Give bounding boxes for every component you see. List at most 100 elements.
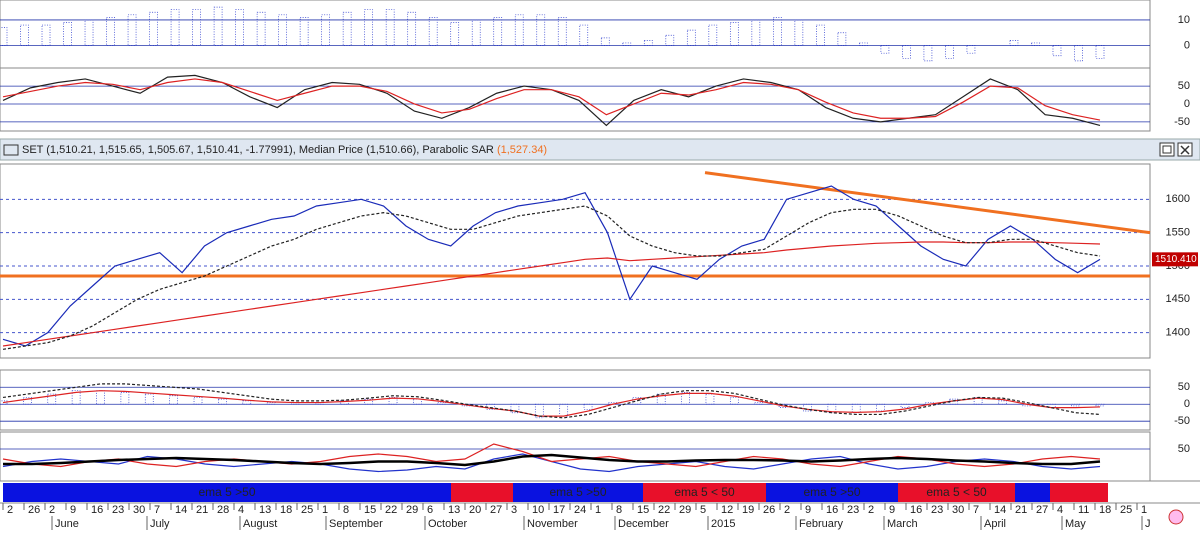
histogram-bar — [278, 14, 287, 46]
histogram-bar — [385, 9, 395, 46]
candle-icon — [3, 144, 19, 156]
panel-frame — [0, 163, 1151, 359]
x-day-label: 19 — [742, 504, 754, 516]
x-day-label: 22 — [658, 504, 670, 516]
x-month-label: February — [799, 518, 844, 530]
y-tick-label: 50 — [1178, 80, 1190, 92]
series-line — [2, 205, 1101, 350]
y-tick-label: 1450 — [1166, 293, 1190, 305]
histogram-bar — [579, 24, 589, 46]
histogram-bar — [778, 403, 788, 408]
x-day-label: 17 — [553, 504, 565, 516]
histogram-bar — [510, 403, 520, 414]
x-day-label: 8 — [616, 504, 622, 516]
panel-header — [0, 138, 1200, 161]
ema-band-label: ema 5 < 50 — [674, 485, 735, 499]
ema-band — [898, 483, 1015, 502]
x-day-label: 16 — [826, 504, 838, 516]
histogram-bar — [127, 14, 137, 46]
ema-band-label: ema 5 >50 — [803, 485, 860, 499]
x-month-label: 2015 — [711, 518, 735, 530]
x-day-label: 1 — [1141, 504, 1147, 516]
x-month-label: October — [428, 518, 467, 530]
x-day-label: 1 — [322, 504, 328, 516]
histogram-bar — [321, 14, 330, 46]
histogram-bar — [493, 17, 503, 46]
x-day-label: 23 — [847, 504, 859, 516]
histogram-bar — [729, 22, 739, 46]
close-icon — [1180, 145, 1190, 155]
histogram-bar — [41, 24, 51, 46]
histogram-bar — [450, 22, 460, 46]
y-tick-label: 1550 — [1166, 227, 1190, 239]
y-tick-label: 0 — [1184, 98, 1190, 110]
ema-band-label: ema 5 >50 — [549, 485, 606, 499]
x-day-label: 18 — [1099, 504, 1111, 516]
histogram-bar — [144, 393, 154, 405]
x-day-label: 26 — [28, 504, 40, 516]
x-day-label: 15 — [637, 504, 649, 516]
histogram-bar — [902, 45, 911, 59]
histogram-bar — [1009, 40, 1019, 46]
y-tick-label: 0 — [1184, 39, 1190, 51]
histogram-bar — [837, 32, 847, 46]
histogram-bar — [536, 14, 546, 46]
x-day-label: 12 — [721, 504, 733, 516]
x-day-label: 4 — [238, 504, 244, 516]
histogram-bar — [998, 400, 1007, 405]
trend-line — [704, 171, 1151, 235]
ema-band — [1015, 483, 1050, 502]
x-day-label: 14 — [175, 504, 187, 516]
x-month-label: May — [1065, 518, 1086, 530]
x-month-label: April — [984, 518, 1006, 530]
ema-band-label: ema 5 < 50 — [926, 485, 987, 499]
x-day-label: 9 — [805, 504, 811, 516]
x-day-label: 7 — [154, 504, 160, 516]
x-month-label: September — [329, 518, 383, 530]
x-day-label: 25 — [1120, 504, 1132, 516]
histogram-bar — [63, 22, 72, 46]
x-day-label: 15 — [364, 504, 376, 516]
histogram-bar — [213, 6, 223, 46]
histogram-bar — [486, 403, 495, 410]
x-day-label: 8 — [343, 504, 349, 516]
x-day-label: 24 — [574, 504, 586, 516]
histogram-bar — [794, 19, 804, 46]
histogram-bar — [428, 17, 438, 46]
x-day-label: 27 — [490, 504, 502, 516]
histogram-bar — [342, 11, 352, 46]
histogram-bar — [923, 45, 933, 62]
ema-band — [1050, 483, 1108, 502]
histogram-bar — [169, 395, 178, 405]
x-day-label: 6 — [427, 504, 433, 516]
histogram-bar — [192, 9, 201, 46]
histogram-bar — [705, 393, 715, 405]
x-day-label: 10 — [532, 504, 544, 516]
x-day-label: 27 — [1036, 504, 1048, 516]
histogram-bar — [47, 393, 57, 405]
x-day-label: 25 — [301, 504, 313, 516]
histogram-bar — [218, 398, 227, 405]
maximize-button[interactable] — [1159, 142, 1175, 157]
histogram-bar — [364, 398, 374, 405]
x-month-label: March — [887, 518, 918, 530]
x-day-label: 21 — [196, 504, 208, 516]
y-tick-label: -50 — [1174, 415, 1190, 427]
histogram-bar — [20, 24, 29, 46]
x-day-label: 14 — [994, 504, 1006, 516]
histogram-bar — [514, 14, 524, 46]
x-month-label: November — [527, 518, 578, 530]
x-day-label: 13 — [448, 504, 460, 516]
histogram-bar — [880, 45, 890, 54]
histogram-bar — [665, 34, 675, 46]
histogram-bar — [339, 400, 349, 405]
main-title: SET (1,510.21, 1,515.65, 1,505.67, 1,510… — [22, 144, 547, 156]
y-tick-label: 1600 — [1166, 193, 1190, 205]
histogram-bar — [900, 403, 910, 408]
histogram-bar — [96, 390, 105, 405]
histogram-bar — [471, 19, 481, 46]
status-icon[interactable] — [1168, 509, 1184, 525]
last-price-box — [1152, 252, 1198, 267]
sar-label: (1,527.34) — [497, 144, 547, 156]
